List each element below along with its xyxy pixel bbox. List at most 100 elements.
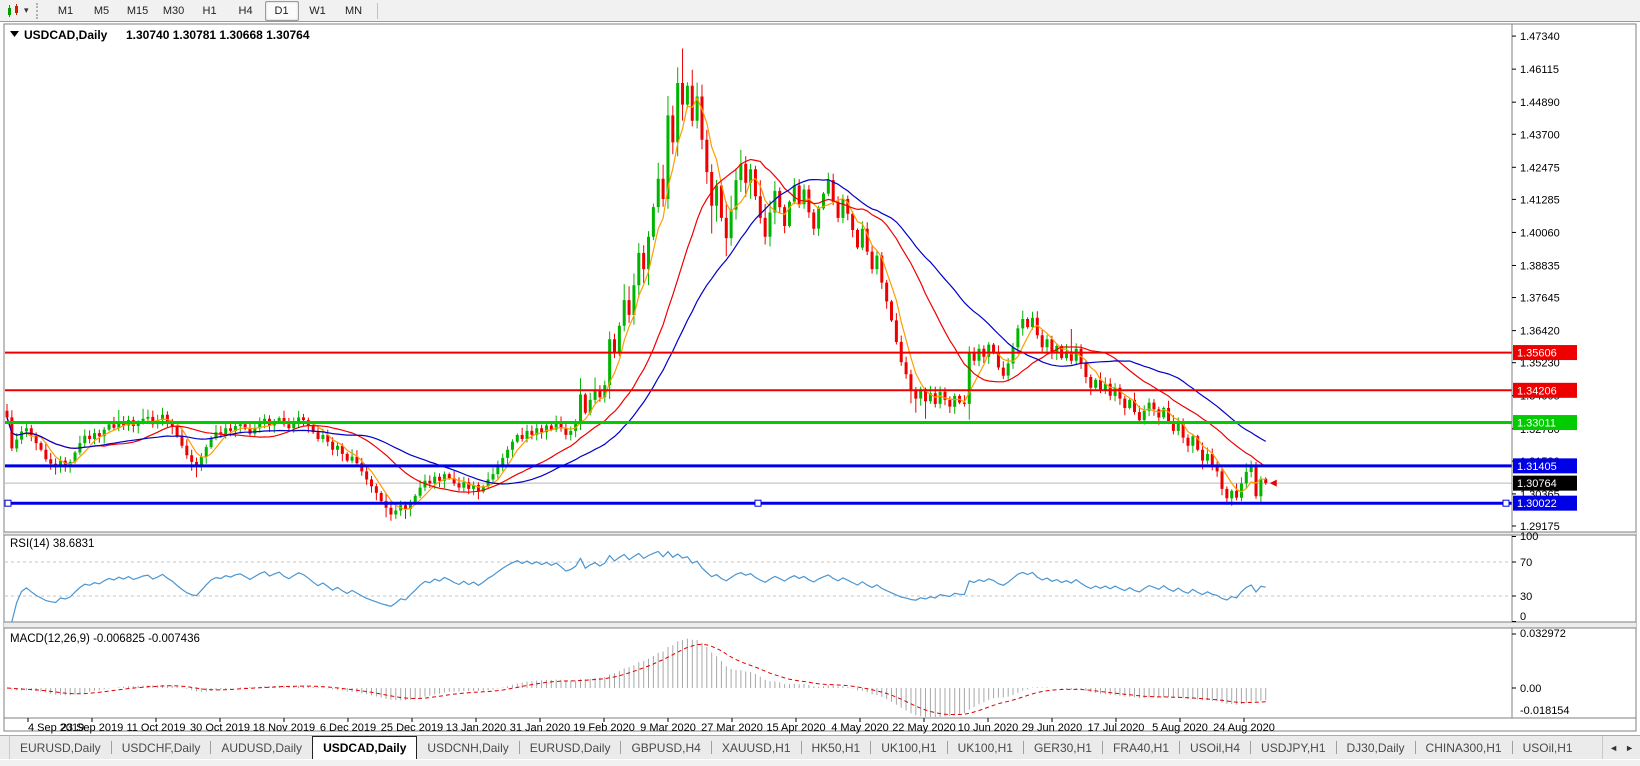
tab-separator (518, 741, 520, 754)
date-tick-label: 31 Jan 2020 (510, 722, 571, 734)
toolbar-grip[interactable] (35, 2, 42, 19)
chart-tab-uk100-h1[interactable]: UK100,H1 (881, 740, 937, 755)
chart-outer-border (3, 23, 1637, 732)
price-tick-label: 1.41285 (1520, 194, 1560, 206)
price-tick-label: 1.35230 (1520, 358, 1560, 370)
chart-tab-ger30-h1[interactable]: GER30,H1 (1033, 740, 1092, 755)
chart-background (0, 22, 1640, 735)
chart-tab-usoil-h1[interactable]: USOil,H1 (1522, 740, 1573, 755)
tab-separator (1179, 741, 1181, 754)
timeframe-button-m30[interactable]: M30 (162, 4, 185, 17)
moving-average-20 (6, 158, 1267, 493)
chart-tab-usdjpy-h1[interactable]: USDJPY,H1 (1261, 740, 1326, 755)
chart-title: USDCAD,Daily (24, 28, 108, 42)
rsi-line (11, 550, 1266, 622)
chart-tab-eurusd-daily[interactable]: EURUSD,Daily (20, 740, 101, 755)
tab-scroll-left-icon[interactable]: ◄ (1609, 742, 1619, 753)
tab-separator (1511, 741, 1513, 754)
macd-signal-line (6, 643, 1266, 716)
chart-tab-usdchf-daily[interactable]: USDCHF,Daily (121, 740, 201, 755)
date-tick-label: 25 Dec 2019 (381, 722, 443, 734)
chart-tab-china300-h1[interactable]: CHINA300,H1 (1425, 740, 1502, 755)
price-tick-label: 1.38835 (1520, 260, 1560, 272)
timeframe-button-m5[interactable]: M5 (93, 4, 110, 17)
chevron-down-icon[interactable]: ▾ (24, 5, 29, 15)
price-tick-label: 1.40060 (1520, 227, 1560, 239)
chart-tab-uk100-h1[interactable]: UK100,H1 (957, 740, 1013, 755)
chart-tab-gbpusd-h4[interactable]: GBPUSD,H4 (631, 740, 701, 755)
tab-separator (710, 741, 712, 754)
timeframe-button-d1[interactable]: D1 (264, 0, 299, 21)
last-price-arrow-icon (1269, 479, 1277, 487)
toolbar-separator (376, 2, 378, 19)
date-tick-label: 29 Jun 2020 (1022, 722, 1083, 734)
macd-label: MACD(12,26,9) -0.006825 -0.007436 (10, 633, 200, 645)
level-price-label: 1.35606 (1517, 348, 1557, 360)
chart-tab-xauusd-h1[interactable]: XAUUSD,H1 (721, 740, 791, 755)
timeframe-button-w1[interactable]: W1 (309, 4, 326, 17)
chart-tab-hk50-h1[interactable]: HK50,H1 (811, 740, 861, 755)
rsi-tick-label: 30 (1520, 591, 1532, 603)
tab-separator (110, 741, 112, 754)
tab-separator (620, 741, 622, 754)
line-drag-handle[interactable] (4, 499, 12, 507)
level-price-label: 1.34206 (1517, 385, 1557, 397)
tab-separator (946, 741, 948, 754)
moving-average-5 (6, 96, 1266, 511)
rsi-label: RSI(14) 38.6831 (10, 538, 94, 550)
price-tick-label: 1.37645 (1520, 293, 1560, 305)
chart-tab-fra40-h1[interactable]: FRA40,H1 (1112, 740, 1170, 755)
chart-tab-usdcnh-daily[interactable]: USDCNH,Daily (427, 740, 509, 755)
chart-tab-usoil-h4[interactable]: USOil,H4 (1190, 740, 1241, 755)
tab-separator (1022, 741, 1024, 754)
tab-scroll-arrows: ◄ ► (1602, 736, 1640, 759)
line-drag-handle[interactable] (1502, 499, 1510, 507)
tab-scroll-right-icon[interactable]: ► (1625, 742, 1634, 753)
tab-separator (1414, 741, 1416, 754)
date-tick-label: 11 Oct 2019 (126, 722, 185, 734)
timeframe-button-m15[interactable]: M15 (126, 4, 149, 17)
timeframe-button-h1[interactable]: H1 (202, 4, 217, 17)
chart-ohlc-quote: 1.30740 1.30781 1.30668 1.30764 (126, 28, 310, 42)
macd-tick-label: 0.032972 (1520, 628, 1566, 640)
chart-tab-eurusd-daily[interactable]: EURUSD,Daily (529, 740, 611, 755)
tab-separator (1335, 741, 1337, 754)
moving-average-34 (6, 178, 1267, 485)
chart-candles-icon-glyph (8, 3, 18, 17)
current-price-label-box (1513, 475, 1577, 491)
chart-tab-usdcad-daily[interactable]: USDCAD,Daily (312, 736, 418, 759)
chart-tab-audusd-daily[interactable]: AUDUSD,Daily (221, 740, 303, 755)
panel-divider[interactable] (4, 532, 1636, 535)
panel-divider[interactable] (4, 622, 1636, 628)
date-tick-label: 9 Mar 2020 (640, 722, 696, 734)
date-tick-label: 18 Nov 2019 (253, 722, 315, 734)
chart-window: 1.47340 1.46115 1.44890 1.43700 1.42475 1.412… (0, 22, 1640, 735)
macd-tick-label: 0.00 (1520, 683, 1541, 695)
date-tick-label: 5 Aug 2020 (1152, 722, 1208, 734)
chart-collapse-icon[interactable] (10, 31, 19, 37)
date-tick-label: 30 Oct 2019 (190, 722, 250, 734)
timeframe-button-h4[interactable]: H4 (238, 4, 253, 17)
timeframe-buttons: M1 M5 M15 M30 H1 H4 D1 W1 MN (48, 0, 383, 21)
chart-tabs: EURUSD,Daily USDCHF,Daily AUDUSD,Daily USDC… (10, 736, 1583, 759)
tabbar-splitter[interactable] (0, 736, 10, 759)
tab-separator (1250, 741, 1252, 754)
macd-tick-label: -0.018154 (1520, 705, 1570, 717)
line-drag-handle[interactable] (754, 499, 762, 507)
level-price-label: 1.30022 (1517, 498, 1557, 510)
date-tick-label: 4 May 2020 (831, 722, 888, 734)
chart-candles-icon[interactable] (4, 3, 24, 19)
timeframe-button-mn[interactable]: MN (344, 4, 363, 17)
level-price-label-box (1513, 382, 1577, 398)
timeframe-button-m1[interactable]: M1 (57, 4, 74, 17)
price-tick-label: 1.46115 (1520, 64, 1559, 76)
price-tick-label: 1.42475 (1520, 162, 1560, 174)
chart-canvas[interactable]: 1.47340 1.46115 1.44890 1.43700 1.42475 1.412… (0, 22, 1640, 735)
chart-tab-dj30-daily[interactable]: DJ30,Daily (1346, 740, 1405, 755)
top-toolbar: ▾ M1 M5 M15 M30 H1 H4 D1 W1 MN (0, 0, 1640, 22)
level-price-label-box (1513, 458, 1577, 474)
rsi-tick-label: 100 (1520, 531, 1538, 543)
rsi-tick-label: 0 (1520, 611, 1526, 623)
tab-separator (210, 741, 212, 754)
